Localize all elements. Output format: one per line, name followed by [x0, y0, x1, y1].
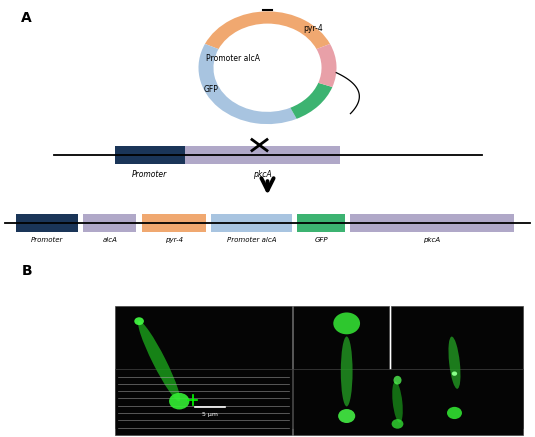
Ellipse shape: [138, 321, 180, 401]
Text: 5 μm: 5 μm: [202, 412, 218, 416]
Bar: [297, 214, 345, 232]
Ellipse shape: [333, 312, 360, 334]
Bar: [350, 214, 514, 232]
Text: GFP: GFP: [314, 237, 328, 243]
Text: B: B: [21, 264, 32, 278]
Text: pkcA: pkcA: [253, 170, 272, 179]
Text: Promoter alcA: Promoter alcA: [227, 237, 276, 243]
Bar: [293, 306, 389, 428]
Wedge shape: [198, 44, 297, 124]
Text: Promoter: Promoter: [30, 237, 63, 243]
Text: pyr-4: pyr-4: [303, 24, 323, 33]
Ellipse shape: [394, 376, 401, 385]
Text: pyr-4: pyr-4: [165, 237, 183, 243]
Bar: [16, 214, 78, 232]
Ellipse shape: [338, 409, 355, 423]
Text: alcA: alcA: [102, 237, 117, 243]
Text: A: A: [21, 11, 32, 25]
Text: GFP: GFP: [204, 85, 219, 94]
Ellipse shape: [169, 393, 189, 409]
Text: pkcA: pkcA: [423, 237, 441, 243]
Wedge shape: [317, 44, 337, 87]
Bar: [115, 369, 292, 435]
Bar: [142, 214, 206, 232]
Bar: [115, 146, 185, 164]
Wedge shape: [291, 83, 332, 119]
Ellipse shape: [341, 336, 353, 406]
Ellipse shape: [392, 382, 403, 423]
Text: Promoter alcA: Promoter alcA: [206, 55, 259, 63]
Bar: [83, 214, 136, 232]
Ellipse shape: [448, 336, 461, 389]
Bar: [293, 369, 523, 435]
Bar: [391, 306, 523, 428]
Ellipse shape: [134, 317, 144, 325]
Text: Promoter: Promoter: [132, 170, 167, 179]
Bar: [185, 146, 340, 164]
Wedge shape: [205, 11, 330, 49]
Ellipse shape: [447, 407, 462, 419]
Bar: [115, 306, 292, 428]
Ellipse shape: [392, 419, 403, 429]
Ellipse shape: [452, 371, 457, 376]
Bar: [211, 214, 292, 232]
